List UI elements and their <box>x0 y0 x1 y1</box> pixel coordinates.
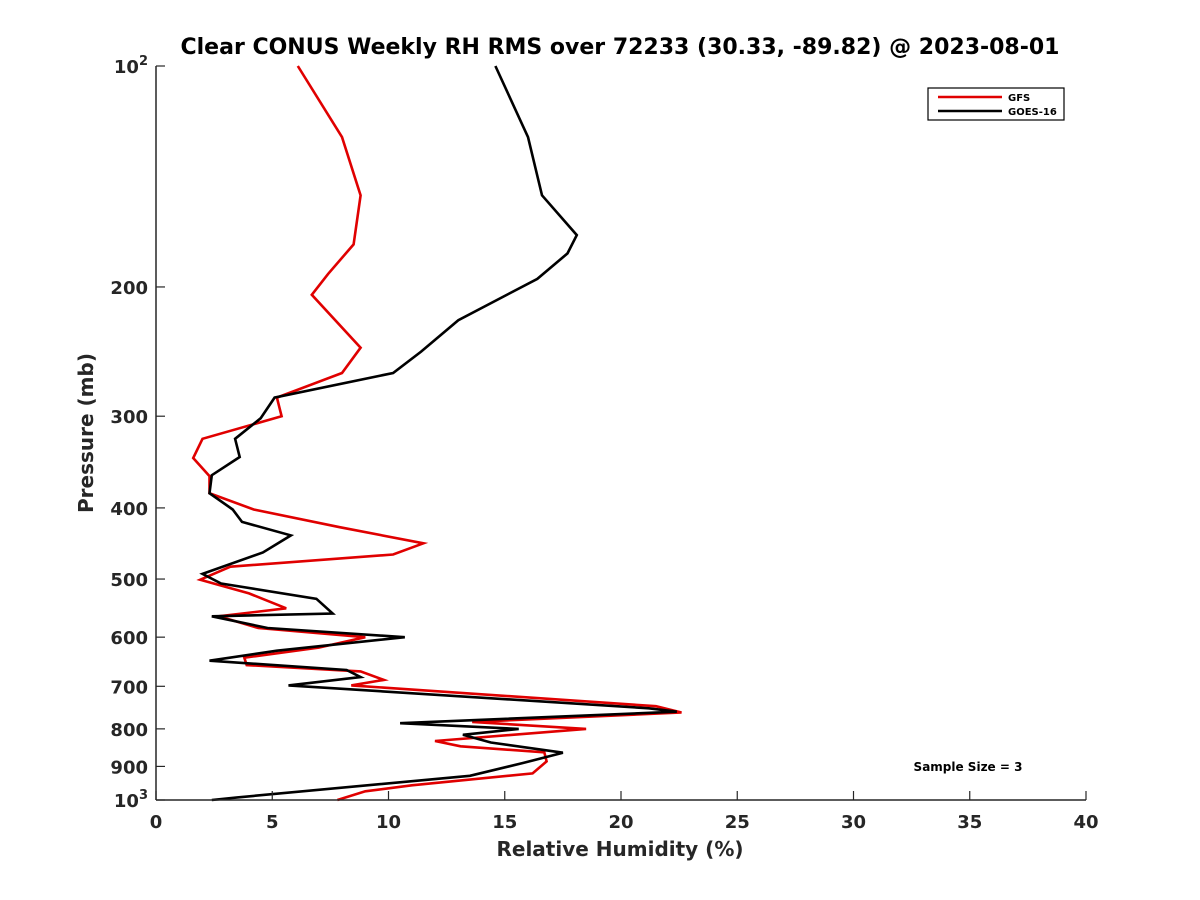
chart-title: Clear CONUS Weekly RH RMS over 72233 (30… <box>181 35 1060 60</box>
x-tick-label: 5 <box>266 812 279 833</box>
y-tick-label: 900 <box>110 757 148 778</box>
x-tick-label: 40 <box>1073 812 1098 833</box>
axes: 0 5 10 15 20 25 30 35 40 102 200 300 400 500 600 700 800… <box>110 54 1098 833</box>
plot-area <box>156 66 1086 800</box>
y-tick-label: 102 <box>114 54 148 78</box>
series-line-gfs <box>191 65 682 802</box>
legend-box <box>927 87 1065 121</box>
y-tick-label: 600 <box>110 628 148 649</box>
y-tick-label: 700 <box>110 677 148 698</box>
x-tick-label: 10 <box>376 812 401 833</box>
y-axis-label: Pressure (mb) <box>74 353 98 513</box>
x-axis-label: Relative Humidity (%) <box>496 837 743 861</box>
legend-entry-label: GFS <box>1008 93 1030 104</box>
x-tick-label: 20 <box>608 812 633 833</box>
sample-size-annotation: Sample Size = 3 <box>914 760 1023 774</box>
y-tick-label: 400 <box>110 499 148 520</box>
series-lines <box>191 65 682 802</box>
legend: GFS GOES-16 <box>927 87 1065 121</box>
legend-entry-label: GOES-16 <box>1008 107 1057 118</box>
y-tick-label: 800 <box>110 720 148 741</box>
y-tick-label: 103 <box>114 788 148 812</box>
x-tick-label: 25 <box>725 812 750 833</box>
x-tick-label: 15 <box>492 812 517 833</box>
y-tick-label: 300 <box>110 407 148 428</box>
x-tick-label: 0 <box>150 812 163 833</box>
x-tick-label: 30 <box>841 812 866 833</box>
series-line-goes-16 <box>199 65 677 802</box>
y-tick-label: 500 <box>110 570 148 591</box>
y-tick-label: 200 <box>110 278 148 299</box>
x-tick-label: 35 <box>957 812 982 833</box>
